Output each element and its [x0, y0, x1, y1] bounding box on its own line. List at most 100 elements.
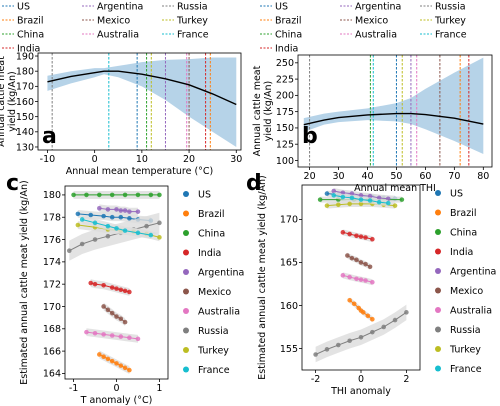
legend-marker — [435, 307, 441, 313]
legend-label: France — [198, 365, 230, 376]
series-fit-line — [103, 306, 126, 323]
series-fit-line — [333, 190, 389, 200]
legend-label: India — [275, 44, 298, 55]
series-fit-line — [90, 282, 130, 293]
legend-item-turkey: Turkey — [435, 345, 481, 356]
legend-marker — [183, 191, 189, 197]
series-france — [331, 192, 391, 207]
legend-label: France — [435, 30, 467, 41]
legend-label: Russia — [435, 2, 466, 13]
legend-item-turkey: Turkey — [183, 346, 229, 357]
legend-item-mexico: Mexico — [183, 287, 231, 298]
legend-marker — [183, 327, 189, 334]
legend-item-argentina: Argentina — [183, 268, 244, 279]
legend-item-argentina: Argentina — [340, 2, 401, 13]
y-tick-label: 170 — [280, 215, 298, 226]
x-tick-label: 70 — [448, 171, 460, 182]
y-tick-label: 166 — [43, 346, 61, 357]
legend-label: France — [450, 364, 482, 375]
x-axis-label: Annual mean temperature (°C) — [66, 166, 214, 177]
legend-item-us: US — [435, 189, 463, 200]
legend-marker — [435, 346, 441, 352]
data-point — [97, 206, 102, 211]
panel-d: -2 0 2 155 160 165 170 THI anomaly Estimated ann… — [257, 175, 496, 397]
x-tick-label: 0 — [113, 383, 119, 394]
x-tick-label: 30 — [230, 154, 242, 165]
x-tick-label: 20 — [183, 154, 195, 165]
series-india — [88, 279, 132, 296]
series-fit-line — [347, 255, 371, 268]
panel-letter-c: c — [6, 171, 19, 196]
legend-item-argentina: Argentina — [82, 2, 143, 13]
legend-item-australia: Australia — [435, 306, 492, 317]
legend-marker — [435, 326, 441, 333]
legend-item-australia: Australia — [183, 307, 240, 318]
legend-label: Australia — [355, 30, 397, 41]
legend-label: China — [275, 30, 302, 41]
x-axis-label: Annual mean THI — [354, 183, 436, 194]
series-china — [71, 191, 162, 199]
legend-label: India — [17, 44, 40, 55]
series-india — [340, 229, 375, 243]
y-tick-label: 155 — [280, 344, 298, 355]
data-point — [71, 192, 76, 198]
y-tick-label: 168 — [43, 324, 61, 335]
legend-item-france: France — [183, 365, 230, 376]
series-mexico — [345, 252, 373, 270]
legend-item-us: US — [2, 2, 30, 13]
plot-frame — [297, 54, 493, 168]
legend-label: Brazil — [275, 16, 302, 27]
legend-label: Argentina — [450, 267, 496, 278]
series-russia — [313, 304, 409, 363]
legend-item-australia: Australia — [82, 30, 139, 41]
legend-item-russia: Russia — [420, 2, 466, 13]
legend-label: Mexico — [198, 287, 231, 298]
x-tick-label: -10 — [40, 154, 56, 165]
series-fit-line — [333, 194, 389, 204]
legend-item-india: India — [183, 248, 221, 259]
x-tick-label: -2 — [311, 374, 320, 385]
series-fit-line — [315, 311, 407, 355]
series-fit-line — [82, 218, 151, 236]
legend-item-france: France — [162, 30, 209, 41]
panel-c: -1 0 1 164 166 168 170 172 174 176 178 180 T anomaly… — [19, 180, 244, 406]
legend-marker — [435, 248, 441, 255]
y-tick-label: 164 — [43, 369, 61, 380]
legend-item-russia: Russia — [162, 2, 208, 13]
legend-label: India — [198, 248, 221, 259]
y-tick-label: 125 — [276, 140, 294, 151]
legend-label: India — [450, 247, 473, 258]
y-tick-label: 175 — [276, 107, 294, 118]
panel-legend: US Brazil China India Argentina Mexico Austral… — [435, 189, 496, 375]
data-point — [84, 329, 89, 335]
legend-label: Mexico — [97, 16, 130, 27]
legend-marker — [183, 269, 189, 275]
legend-marker — [435, 365, 441, 372]
top-legend: US Argentina Russia Brazil Mexico Turkey China… — [2, 2, 209, 55]
y-tick-label: 178 — [43, 213, 61, 224]
legend-item-china: China — [435, 228, 477, 239]
y-tick-label: 165 — [280, 258, 298, 269]
top-legend: US Argentina Russia Brazil Mexico Turkey China… — [260, 2, 467, 55]
x-tick-label: 60 — [419, 171, 431, 182]
legend-label: Australia — [198, 307, 240, 318]
legend-marker — [435, 229, 441, 235]
panel-b: 20 30 40 50 60 70 80100125150175200225250Annua… — [252, 54, 493, 194]
series-fit-line — [99, 354, 130, 371]
series-band — [315, 304, 407, 363]
y-tick-label: 176 — [43, 235, 61, 246]
panel-letter-d: d — [246, 171, 262, 196]
legend-label: Brazil — [198, 209, 225, 220]
fit-line — [47, 70, 237, 106]
legend-label: US — [198, 190, 211, 201]
data-point — [399, 197, 405, 202]
legend-item-india: India — [2, 44, 40, 55]
legend-marker — [435, 190, 441, 196]
series-fit-line — [342, 274, 373, 283]
x-tick-label: 30 — [332, 171, 344, 182]
x-tick-label: 80 — [477, 171, 489, 182]
legend-label: Argentina — [97, 2, 143, 13]
y-tick-label: 170 — [43, 302, 61, 313]
legend-label: Australia — [450, 306, 492, 317]
legend-item-france: France — [420, 30, 467, 41]
